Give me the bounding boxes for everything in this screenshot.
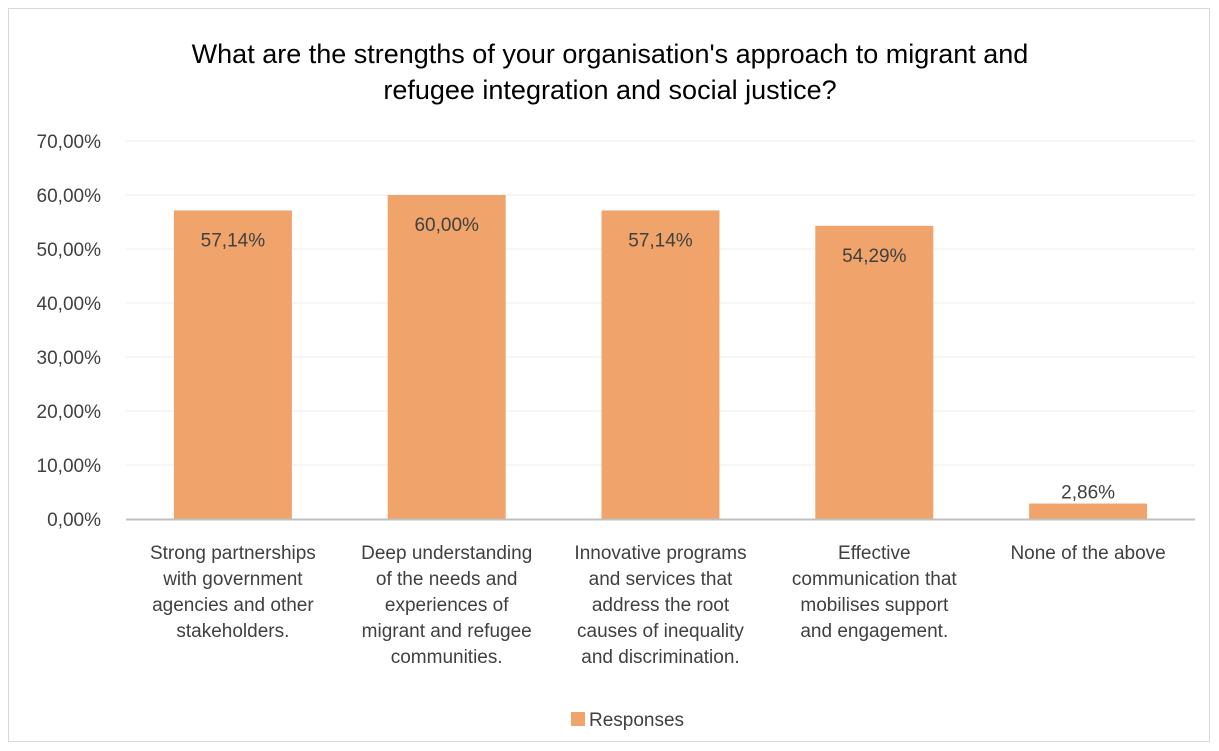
category-label: Strong partnerships [150, 543, 316, 564]
y-tick-label: 70,00% [37, 132, 102, 153]
category-label: communities. [391, 647, 503, 668]
category-label: Effective [838, 543, 911, 564]
category-label: address the root [592, 595, 730, 616]
data-label: 57,14% [201, 230, 266, 251]
category-labels: Strong partnerships with government agenci… [150, 543, 1166, 668]
category-label: of the needs and [376, 569, 518, 590]
bar [173, 210, 292, 519]
category-label: None of the above [1010, 543, 1165, 564]
bar [815, 225, 934, 520]
category-label: mobilises support [800, 595, 949, 616]
bar [387, 195, 506, 519]
y-tick-label: 10,00% [37, 456, 102, 477]
chart-frame: What are the strengths of your organisat… [8, 8, 1210, 742]
y-tick-label: 0,00% [47, 510, 101, 531]
y-tick-label: 20,00% [37, 402, 102, 423]
category-label: Innovative programs [574, 543, 746, 564]
category-label: agencies and other [152, 595, 314, 616]
data-label: 60,00% [414, 215, 479, 236]
y-axis-ticks: 0,00% 10,00% 20,00% 30,00% 40,00% 50,00% 60,00… [37, 132, 102, 531]
category-label: and services that [589, 569, 733, 590]
y-tick-label: 30,00% [37, 348, 102, 369]
data-label: 54,29% [842, 246, 907, 267]
y-tick-label: 60,00% [37, 186, 102, 207]
data-label: 2,86% [1061, 483, 1115, 504]
category-label: experiences of [385, 595, 509, 616]
bars [173, 195, 1148, 520]
chart-title: What are the strengths of your organisat… [192, 39, 1029, 105]
legend: Responses [571, 710, 684, 731]
legend-swatch [571, 712, 585, 726]
category-label: causes of inequality [577, 621, 744, 642]
bar-chart: What are the strengths of your organisat… [37, 39, 1195, 731]
category-label: and engagement. [800, 621, 948, 642]
data-label: 57,14% [628, 230, 693, 251]
legend-label: Responses [589, 710, 684, 731]
chart-title-line: refugee integration and social justice? [383, 75, 836, 105]
y-tick-label: 40,00% [37, 294, 102, 315]
y-tick-label: 50,00% [37, 240, 102, 261]
data-labels: 57,14% 60,00% 57,14% 54,29% 2,86% [201, 215, 1115, 504]
category-label: with government [162, 569, 303, 590]
chart-title-line: What are the strengths of your organisat… [192, 39, 1029, 69]
category-label: Deep understanding [361, 543, 532, 564]
category-label: stakeholders. [176, 621, 289, 642]
bar [601, 210, 720, 519]
category-label: migrant and refugee [362, 621, 532, 642]
category-label: communication that [792, 569, 957, 590]
bar [1029, 503, 1148, 519]
category-label: and discrimination. [581, 647, 739, 668]
